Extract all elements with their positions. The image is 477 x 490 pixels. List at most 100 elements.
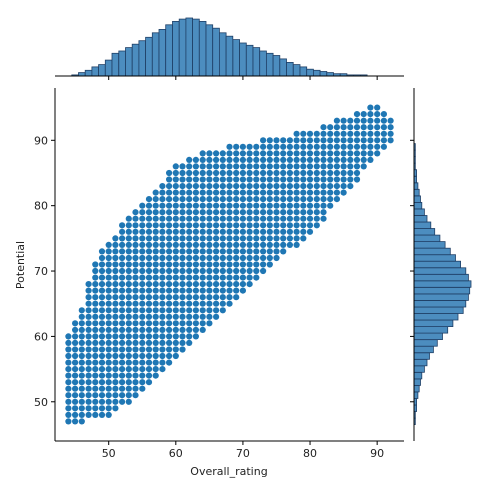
scatter-point [293,163,300,170]
scatter-point [353,156,361,163]
scatter-point [105,405,112,412]
scatter-point [199,196,206,203]
scatter-point [199,150,206,157]
scatter-point [353,169,361,177]
scatter-point [293,169,300,177]
scatter-point [98,359,106,366]
scatter-point [166,189,173,196]
scatter-point [172,300,179,307]
scatter-point [206,241,213,248]
scatter-point [293,137,300,144]
scatter-point [199,261,206,268]
scatter-point [112,274,119,281]
scatter-point [233,235,240,242]
scatter-point [266,248,273,255]
top-hist-bar [172,20,180,77]
scatter-point [340,130,347,137]
scatter-point [233,261,240,268]
scatter-point [192,294,199,301]
scatter-point [139,385,146,392]
scatter-point [105,313,112,320]
scatter-point [179,294,186,301]
scatter-point [166,307,173,314]
scatter-point [273,150,280,157]
scatter-point [166,196,173,203]
scatter-point [172,254,179,262]
right-hist-bar [413,254,456,262]
scatter-point [246,183,253,190]
scatter-point [112,385,119,392]
scatter-point [273,209,280,216]
scatter-point [192,261,199,268]
scatter-point [347,137,354,144]
scatter-point [239,261,246,268]
scatter-point [199,189,206,196]
scatter-point [199,202,206,209]
scatter-point [119,287,126,294]
scatter-point [246,274,253,281]
scatter-point [72,392,79,399]
scatter-point [219,202,226,209]
scatter-point [98,398,106,405]
top-hist-bar [158,28,167,77]
scatter-point [139,320,146,327]
scatter-point [145,379,153,386]
scatter-point [333,150,340,157]
scatter-point [206,300,213,307]
scatter-point [380,137,387,144]
scatter-point [273,176,280,183]
scatter-point [333,124,340,131]
scatter-point [367,111,374,118]
scatter-point [333,143,340,150]
scatter-point [226,183,233,190]
top-hist-bar [252,47,261,77]
scatter-point [105,346,112,353]
scatter-point [293,189,300,196]
scatter-point [179,254,186,262]
scatter-point [206,196,213,203]
scatter-point [166,248,173,255]
scatter-point [246,281,253,288]
scatter-point [105,411,112,418]
scatter-point [105,398,112,405]
scatter-point [300,215,307,222]
scatter-point [286,196,293,203]
scatter-point [320,156,327,163]
scatter-point [78,320,85,327]
top-bars [71,17,368,77]
scatter-point [186,274,193,281]
scatter-point [293,209,300,216]
scatter-point [280,163,287,170]
scatter-point [286,222,293,229]
scatter-point [152,294,159,301]
scatter-point [112,254,119,262]
scatter-point [186,339,193,346]
scatter-point [85,294,92,301]
scatter-point [286,215,293,222]
scatter-point [159,346,166,353]
scatter-point [380,117,387,124]
scatter-point [179,346,186,353]
scatter-point [199,209,206,216]
scatter-point [65,372,72,379]
scatter-point [98,254,106,262]
scatter-point [139,339,146,346]
scatter-point [179,215,186,222]
scatter-point [313,189,320,196]
scatter-point [246,156,253,163]
scatter-point [226,215,233,222]
scatter-point [85,281,92,288]
scatter-point [92,385,99,392]
scatter-point [145,366,153,373]
right-hist-bar [413,215,428,223]
scatter-point [78,346,85,353]
scatter-point [179,274,186,281]
scatter-point [206,150,213,157]
scatter-point [192,300,199,307]
scatter-point [199,215,206,222]
scatter-point [333,137,340,144]
scatter-point [206,274,213,281]
scatter-point [112,398,119,405]
top-hist-bar [192,18,200,77]
